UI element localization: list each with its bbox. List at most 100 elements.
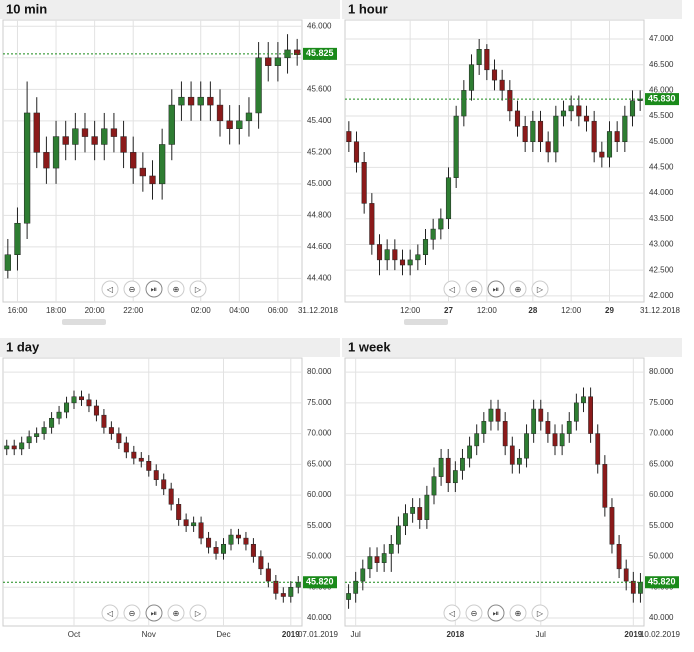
nav-button[interactable]: ◁ — [443, 280, 461, 298]
nav-button[interactable]: ⊕ — [509, 280, 527, 298]
nav-button[interactable]: ⏯ — [487, 280, 505, 298]
nav-button-icon[interactable]: ⊕ — [173, 609, 180, 618]
last-price-badge — [303, 47, 337, 60]
x-tick-label: 2018 — [446, 630, 464, 639]
candle-body — [197, 96, 204, 106]
y-tick-label: 65.000 — [307, 459, 332, 468]
nav-button-icon[interactable]: ⊕ — [173, 285, 180, 294]
candle-body — [461, 90, 467, 117]
candle-body — [476, 49, 482, 65]
nav-button-icon[interactable]: ▷ — [195, 609, 202, 618]
nav-button-icon[interactable]: ◁ — [449, 609, 456, 618]
nav-button-circle[interactable] — [443, 280, 461, 298]
nav-button-icon[interactable]: ⏯ — [493, 609, 499, 618]
nav-button[interactable]: ▷ — [189, 280, 207, 298]
last-price-label: 45.820 — [306, 577, 334, 587]
candle-body — [552, 433, 558, 447]
nav-button-icon[interactable]: ⊖ — [471, 609, 478, 618]
nav-button[interactable]: ◁ — [101, 280, 119, 298]
nav-button-circle[interactable] — [167, 280, 185, 298]
nav-button[interactable]: ⊖ — [465, 280, 483, 298]
candle-body — [72, 128, 79, 145]
nav-button[interactable]: ◁ — [101, 604, 119, 622]
nav-button-icon[interactable]: ⏯ — [151, 609, 157, 618]
panel-title-bar — [0, 338, 340, 357]
nav-button[interactable]: ⏯ — [145, 604, 163, 622]
nav-button-circle[interactable] — [443, 604, 461, 622]
nav-button-circle[interactable] — [189, 280, 207, 298]
candle-body — [396, 525, 401, 545]
nav-button-icon[interactable]: ▷ — [195, 285, 202, 294]
nav-button-icon[interactable]: ◁ — [107, 285, 114, 294]
nav-button-circle[interactable] — [145, 280, 163, 298]
nav-button-icon[interactable]: ⏯ — [493, 285, 499, 294]
nav-button[interactable]: ▷ — [189, 604, 207, 622]
candle-body — [445, 177, 452, 220]
nav-button[interactable]: ⏯ — [487, 604, 505, 622]
nav-button-circle[interactable] — [189, 604, 207, 622]
candle-body — [514, 110, 521, 127]
nav-button-icon[interactable]: ▷ — [537, 285, 544, 294]
nav-button-icon[interactable]: ⏯ — [151, 285, 157, 294]
nav-button[interactable]: ▷ — [531, 280, 549, 298]
x-tick-label: 12:00 — [477, 306, 498, 315]
nav-button-circle[interactable] — [167, 604, 185, 622]
nav-button-circle[interactable] — [123, 280, 141, 298]
candle-body — [207, 96, 214, 106]
candle-body — [93, 405, 99, 416]
nav-button[interactable]: ⊕ — [509, 604, 527, 622]
nav-button-icon[interactable]: ⊖ — [129, 285, 136, 294]
nav-button[interactable]: ⊖ — [465, 604, 483, 622]
candle-body — [616, 543, 622, 570]
nav-button-circle[interactable] — [123, 604, 141, 622]
nav-button[interactable]: ⊖ — [123, 280, 141, 298]
candle-body — [176, 504, 182, 520]
nav-button[interactable]: ◁ — [443, 604, 461, 622]
candle-body — [583, 115, 590, 122]
nav-button-circle[interactable] — [145, 604, 163, 622]
nav-button-circle[interactable] — [101, 604, 119, 622]
nav-button-circle[interactable] — [465, 604, 483, 622]
candle-body — [56, 411, 62, 419]
nav-button[interactable]: ⊕ — [167, 604, 185, 622]
x-tick-label: 16:00 — [7, 306, 28, 315]
candle-body — [545, 141, 551, 153]
nav-button-circle[interactable] — [465, 280, 483, 298]
nav-button-circle[interactable] — [101, 280, 119, 298]
candle-body — [537, 120, 544, 142]
panel-title-bar — [342, 338, 682, 357]
nav-button-circle[interactable] — [531, 604, 549, 622]
candle-body — [602, 464, 608, 508]
nav-button[interactable]: ▷ — [531, 604, 549, 622]
nav-button-icon[interactable]: ▷ — [537, 609, 544, 618]
nav-button-icon[interactable]: ⊖ — [129, 609, 136, 618]
candle-body — [161, 479, 167, 490]
nav-button-circle[interactable] — [509, 280, 527, 298]
x-tick-label: 02:00 — [191, 306, 212, 315]
candle-body — [369, 203, 375, 245]
nav-button-icon[interactable]: ◁ — [107, 609, 114, 618]
x-tick-label: 20:00 — [85, 306, 106, 315]
nav-button[interactable]: ⊖ — [123, 604, 141, 622]
scrollbar-thumb[interactable] — [62, 319, 106, 325]
nav-button-icon[interactable]: ⊖ — [471, 285, 478, 294]
end-date-label: 10.02.2019 — [640, 630, 681, 639]
nav-button-circle[interactable] — [531, 280, 549, 298]
nav-button-icon[interactable]: ⊕ — [515, 609, 522, 618]
nav-button-circle[interactable] — [509, 604, 527, 622]
nav-button-circle[interactable] — [487, 280, 505, 298]
nav-button[interactable]: ⏯ — [145, 280, 163, 298]
y-tick-label: 45.600 — [307, 84, 332, 93]
candle-body — [265, 57, 272, 66]
x-tick-label: 06:00 — [268, 306, 289, 315]
nav-button-icon[interactable]: ⊕ — [515, 285, 522, 294]
scrollbar-thumb[interactable] — [404, 319, 448, 325]
nav-button-icon[interactable]: ◁ — [449, 285, 456, 294]
nav-button[interactable]: ⊕ — [167, 280, 185, 298]
candle-body — [191, 522, 197, 527]
y-tick-label: 44.500 — [649, 163, 674, 172]
nav-button-circle[interactable] — [487, 604, 505, 622]
x-tick-label: 2019 — [624, 630, 642, 639]
y-tick-label: 55.000 — [307, 521, 332, 530]
candle-body — [517, 457, 522, 465]
